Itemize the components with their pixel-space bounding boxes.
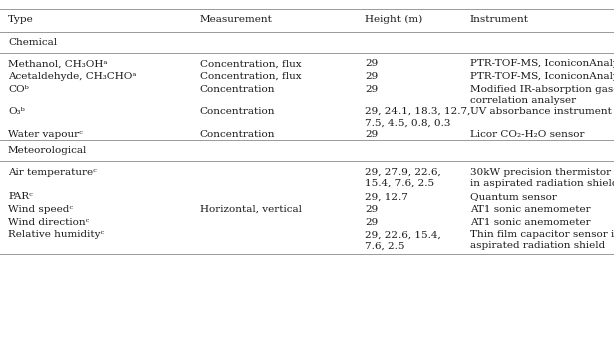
- Text: AT1 sonic anemometer: AT1 sonic anemometer: [470, 205, 590, 214]
- Text: PTR-TOF-MS, IconiconAnalytik: PTR-TOF-MS, IconiconAnalytik: [470, 59, 614, 68]
- Text: Horizontal, vertical: Horizontal, vertical: [200, 205, 301, 214]
- Text: Height (m): Height (m): [365, 15, 422, 25]
- Text: Instrument: Instrument: [470, 15, 529, 24]
- Text: Concentration: Concentration: [200, 130, 275, 138]
- Text: Quantum sensor: Quantum sensor: [470, 192, 556, 201]
- Text: 29: 29: [365, 72, 379, 81]
- Text: Measurement: Measurement: [200, 15, 273, 24]
- Text: 29: 29: [365, 218, 379, 226]
- Text: Thin film capacitor sensor in
aspirated radiation shield: Thin film capacitor sensor in aspirated …: [470, 230, 614, 250]
- Text: 29: 29: [365, 130, 379, 138]
- Text: Chemical: Chemical: [8, 38, 57, 46]
- Text: Methanol, CH₃OHᵃ: Methanol, CH₃OHᵃ: [8, 59, 107, 68]
- Text: Relative humidityᶜ: Relative humidityᶜ: [8, 230, 104, 239]
- Text: Acetaldehyde, CH₃CHOᵃ: Acetaldehyde, CH₃CHOᵃ: [8, 72, 136, 81]
- Text: Meteorological: Meteorological: [8, 146, 87, 154]
- Text: Type: Type: [8, 15, 34, 24]
- Text: UV absorbance instrument: UV absorbance instrument: [470, 107, 612, 116]
- Text: PARᶜ: PARᶜ: [8, 192, 33, 201]
- Text: COᵇ: COᵇ: [8, 85, 29, 93]
- Text: O₃ᵇ: O₃ᵇ: [8, 107, 25, 116]
- Text: Modified IR-absorption gas-filter
correlation analyser: Modified IR-absorption gas-filter correl…: [470, 85, 614, 105]
- Text: Water vapourᶜ: Water vapourᶜ: [8, 130, 83, 138]
- Text: 29: 29: [365, 85, 379, 93]
- Text: 29, 24.1, 18.3, 12.7,
7.5, 4.5, 0.8, 0.3: 29, 24.1, 18.3, 12.7, 7.5, 4.5, 0.8, 0.3: [365, 107, 471, 127]
- Text: Concentration, flux: Concentration, flux: [200, 59, 301, 68]
- Text: PTR-TOF-MS, IconiconAnalytik: PTR-TOF-MS, IconiconAnalytik: [470, 72, 614, 81]
- Text: 29, 27.9, 22.6,
15.4, 7.6, 2.5: 29, 27.9, 22.6, 15.4, 7.6, 2.5: [365, 168, 441, 188]
- Text: AT1 sonic anemometer: AT1 sonic anemometer: [470, 218, 590, 226]
- Text: 29: 29: [365, 59, 379, 68]
- Text: 29, 12.7: 29, 12.7: [365, 192, 408, 201]
- Text: Wind speedᶜ: Wind speedᶜ: [8, 205, 73, 214]
- Text: 30kW precision thermistor
in aspirated radiation shield: 30kW precision thermistor in aspirated r…: [470, 168, 614, 188]
- Text: 29, 22.6, 15.4,
7.6, 2.5: 29, 22.6, 15.4, 7.6, 2.5: [365, 230, 441, 250]
- Text: Concentration: Concentration: [200, 107, 275, 116]
- Text: Air temperatureᶜ: Air temperatureᶜ: [8, 168, 97, 177]
- Text: Concentration, flux: Concentration, flux: [200, 72, 301, 81]
- Text: Concentration: Concentration: [200, 85, 275, 93]
- Text: 29: 29: [365, 205, 379, 214]
- Text: Wind directionᶜ: Wind directionᶜ: [8, 218, 89, 226]
- Text: Licor CO₂-H₂O sensor: Licor CO₂-H₂O sensor: [470, 130, 584, 138]
